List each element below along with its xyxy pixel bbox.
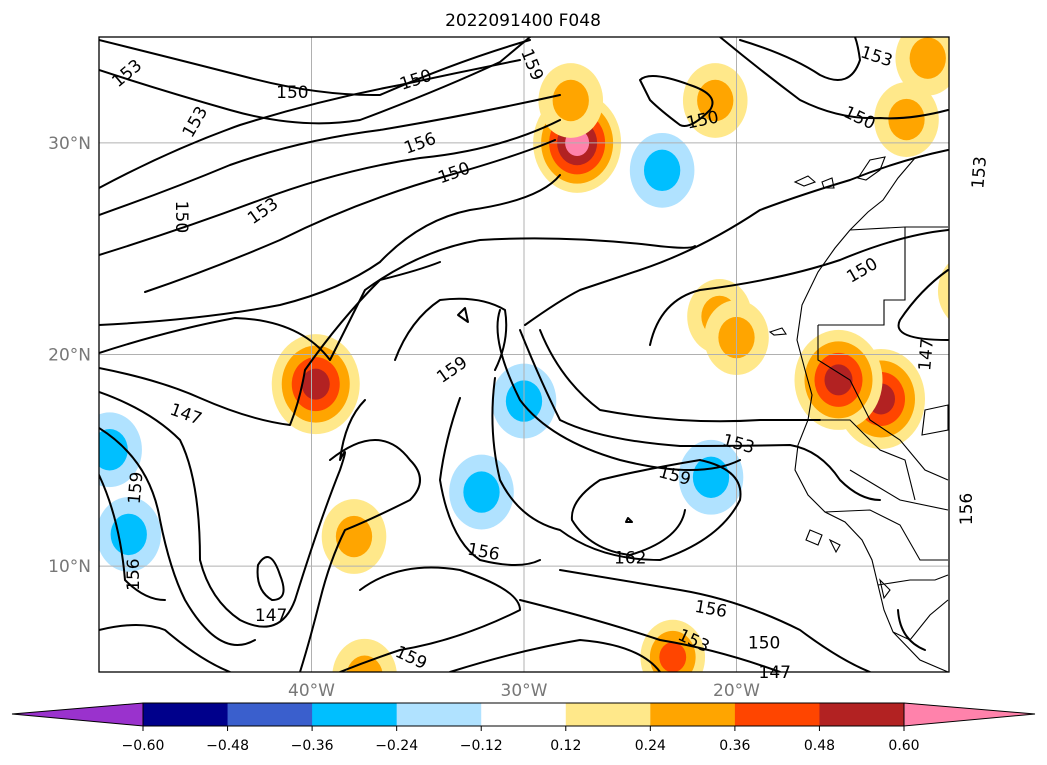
anomaly-shade: [952, 270, 988, 311]
contour-label: 162: [614, 549, 646, 569]
contour-label: 159: [125, 471, 148, 505]
lon-tick-label: 40°W: [288, 681, 335, 701]
colorbar-extend-high: [903, 702, 1036, 727]
colorbar-tick-label: 0.48: [804, 738, 835, 754]
anomaly-blob: [629, 132, 695, 208]
anomaly-blob: [271, 334, 360, 435]
chart-title: 2022091400 F048: [445, 11, 601, 31]
contour-label: 156: [957, 493, 977, 525]
lon-tick-label: 20°W: [713, 681, 760, 701]
contour-label: 150: [171, 201, 191, 233]
anomaly-shade: [888, 98, 925, 141]
anomaly-shade: [909, 37, 946, 79]
colorbar-segment: [396, 703, 482, 726]
anomaly-blob: [99, 412, 142, 488]
colorbar-segment: [227, 703, 313, 726]
longitude-tick-labels: 40°W 30°W 20°W: [288, 681, 760, 701]
anomaly-blob: [937, 262, 988, 320]
colorbar-segment: [481, 703, 567, 726]
colorbar-segment: [143, 703, 229, 726]
colorbar-segment: [312, 703, 398, 726]
colorbar-tick-label: 0.36: [719, 738, 750, 754]
contour-label: 156: [124, 558, 144, 590]
colorbar-segment: [565, 703, 651, 726]
anomaly-blob: [538, 63, 604, 138]
contour-label: 153: [968, 156, 991, 190]
map-frame: [98, 36, 950, 673]
colorbar-tick-label: −0.24: [375, 738, 418, 754]
colorbar-tick-label: −0.36: [291, 738, 334, 754]
anomaly-blob: [874, 82, 939, 157]
colorbar-segment: [819, 703, 905, 726]
anomaly-blob: [449, 454, 514, 530]
colorbar-tick-label: 0.60: [888, 738, 919, 754]
lat-tick-label: 10°N: [48, 557, 91, 577]
colorbar-tick-label: −0.48: [206, 738, 249, 754]
anomaly-shade: [697, 79, 734, 122]
contour-label: 150: [276, 83, 308, 103]
anomaly-shade: [99, 429, 128, 471]
colorbar-segment: [734, 703, 820, 726]
latitude-tick-labels: 30°N 20°N 10°N: [48, 134, 91, 577]
contour-label: 147: [915, 338, 938, 372]
anomaly-shade: [659, 642, 687, 672]
anomaly-shade: [332, 638, 397, 672]
anomaly-shade: [643, 149, 681, 192]
lat-tick-label: 20°N: [48, 346, 91, 366]
anomaly-blob: [895, 37, 949, 96]
colorbar-segment: [650, 703, 736, 726]
anomaly-shade: [937, 262, 949, 320]
grid-lines: [99, 37, 949, 672]
contour-label: 147: [759, 663, 791, 683]
contour-lines: [99, 37, 949, 672]
anomaly-shade: [552, 79, 589, 122]
anomaly-shade: [301, 368, 330, 400]
colorbar-tick-label: 0.24: [635, 738, 666, 754]
contour-label: 150: [748, 633, 780, 653]
coastline-layer: [768, 149, 949, 672]
colorbar-tick-label: −0.60: [122, 738, 165, 754]
colorbar: −0.60 −0.48 −0.36 −0.24 −0.12 0.12 0.24 0.36 0.4…: [11, 702, 1036, 754]
colorbar-frame: [142, 702, 905, 727]
anomaly-blob: [332, 638, 397, 672]
anomaly-shade: [335, 515, 373, 558]
anomaly-shade: [463, 471, 500, 513]
anomaly-blob: [321, 499, 387, 574]
anomaly-blob: [640, 619, 706, 672]
lon-tick-label: 30°W: [501, 681, 548, 701]
anomaly-shade: [824, 364, 853, 396]
colorbar-extend-low: [11, 702, 144, 727]
colorbar-tick-label: −0.12: [460, 738, 503, 754]
contour-label: 147: [255, 606, 287, 626]
lat-tick-label: 30°N: [48, 134, 91, 154]
colorbar-tick-label: 0.12: [550, 738, 581, 754]
